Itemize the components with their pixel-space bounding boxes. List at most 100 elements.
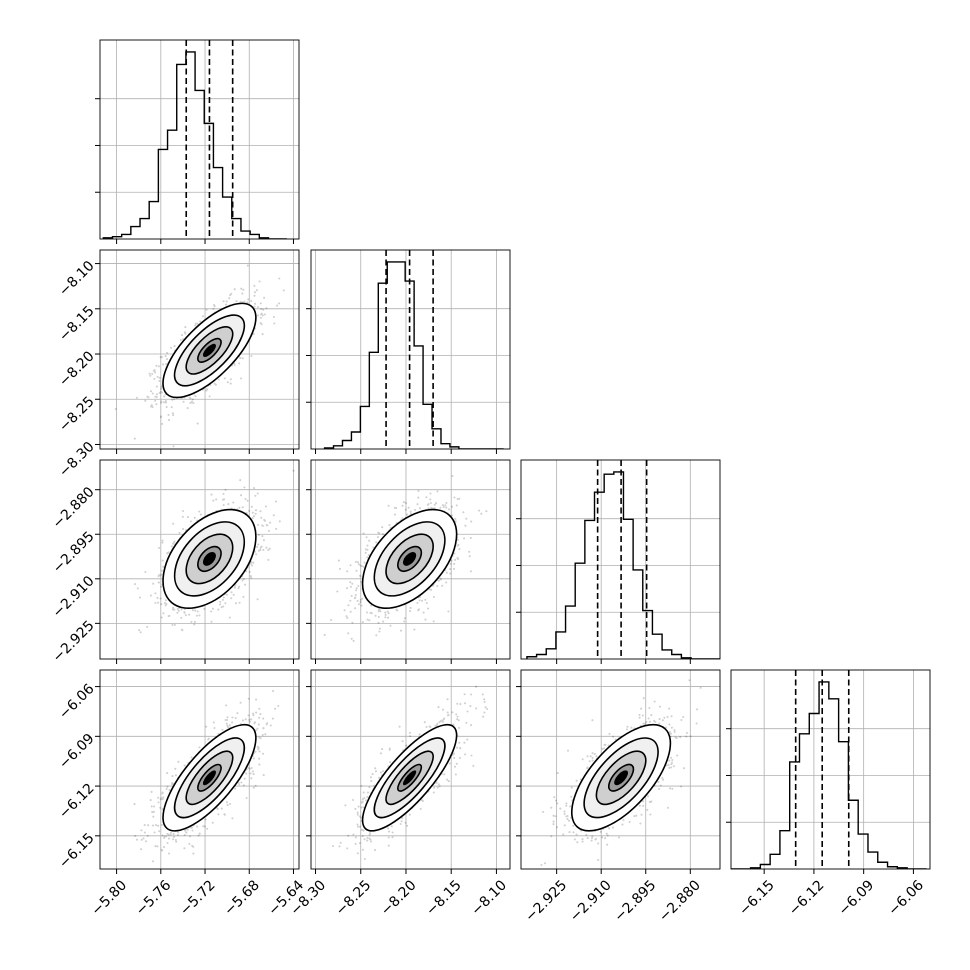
contour-line: [361, 508, 458, 610]
sample-point: [184, 332, 187, 335]
sample-point: [424, 618, 427, 621]
sample-point: [173, 623, 176, 626]
sample-point: [151, 392, 154, 395]
sample-point: [242, 288, 245, 291]
sample-point: [150, 405, 153, 408]
sample-point: [238, 601, 241, 604]
sample-point: [182, 400, 185, 403]
sample-point: [379, 610, 382, 613]
sample-point: [225, 300, 228, 303]
sample-point: [355, 589, 358, 592]
sample-point: [193, 620, 196, 623]
sample-point: [402, 501, 405, 504]
sample-point: [229, 378, 232, 381]
density-panel-p1-p2: −8.30−8.25−8.20−8.15−8.10: [56, 249, 300, 480]
sample-point: [362, 565, 365, 568]
contour-line: [385, 533, 434, 585]
contour-line: [197, 545, 222, 573]
sample-point: [240, 377, 243, 380]
sample-point: [350, 637, 353, 640]
sample-point: [416, 503, 419, 506]
sample-point: [267, 529, 270, 532]
sample-point: [355, 587, 358, 590]
sample-point: [234, 602, 238, 605]
sample-point: [146, 395, 149, 398]
sample-point: [252, 561, 255, 564]
sample-point: [409, 510, 412, 513]
sample-point: [163, 395, 166, 398]
sample-point: [457, 543, 460, 546]
sample-point: [250, 300, 253, 303]
sample-point: [159, 390, 162, 393]
sample-point: [139, 631, 142, 634]
sample-point: [269, 521, 272, 524]
sample-point: [404, 508, 407, 511]
sample-point: [140, 848, 143, 851]
sample-point: [144, 399, 147, 402]
sample-point: [157, 601, 160, 604]
sample-point: [354, 607, 357, 610]
sample-point: [160, 400, 163, 403]
sample-point: [252, 487, 256, 490]
contour-line: [397, 545, 423, 573]
sample-point: [194, 609, 197, 612]
sample-point: [238, 585, 241, 588]
sample-point: [261, 733, 264, 736]
sample-point: [166, 551, 169, 554]
sample-point: [468, 550, 471, 553]
sample-point: [170, 545, 173, 548]
sample-point: [161, 849, 164, 852]
sample-point: [439, 506, 442, 509]
sample-point: [252, 773, 255, 776]
sample-point: [254, 512, 257, 515]
sample-point: [272, 514, 275, 517]
axes-frame: [520, 459, 721, 660]
sample-point: [164, 599, 167, 602]
sample-point: [377, 608, 380, 611]
sample-point: [356, 561, 360, 564]
sample-point: [240, 287, 243, 290]
sample-point: [172, 398, 176, 401]
sample-point: [184, 614, 187, 617]
sample-point: [464, 524, 467, 527]
sample-point: [214, 383, 217, 386]
sample-point: [171, 775, 174, 778]
sample-point: [386, 616, 390, 619]
sample-point: [241, 579, 244, 582]
sample-point: [180, 628, 183, 631]
sample-point: [160, 569, 164, 572]
sample-point: [347, 632, 350, 635]
sample-point: [167, 615, 170, 618]
sample-point: [191, 398, 194, 401]
sample-point: [160, 385, 163, 388]
histogram-panel-p3: [516, 459, 721, 664]
sample-point: [237, 587, 240, 590]
sample-point: [352, 639, 355, 642]
sample-point: [211, 821, 214, 824]
sample-point: [254, 302, 257, 305]
sample-point: [259, 302, 262, 305]
sample-point: [226, 726, 230, 729]
sample-point: [351, 582, 354, 585]
sample-point: [377, 610, 380, 613]
sample-point: [178, 531, 181, 534]
sample-point: [422, 611, 425, 614]
sample-point: [177, 609, 180, 612]
sample-point: [172, 838, 175, 841]
sample-point: [167, 413, 170, 416]
sample-point: [171, 398, 174, 401]
sample-point: [439, 578, 443, 581]
sample-point: [217, 608, 220, 611]
sample-point: [413, 628, 416, 631]
sample-point: [114, 407, 117, 411]
sample-point: [257, 534, 260, 537]
sample-point: [225, 704, 228, 707]
sample-point: [165, 362, 168, 366]
sample-point: [436, 584, 439, 588]
sample-point: [395, 608, 398, 611]
sample-point: [360, 564, 363, 568]
sample-point: [164, 604, 167, 607]
sample-point: [246, 499, 249, 502]
sample-point: [157, 581, 160, 584]
